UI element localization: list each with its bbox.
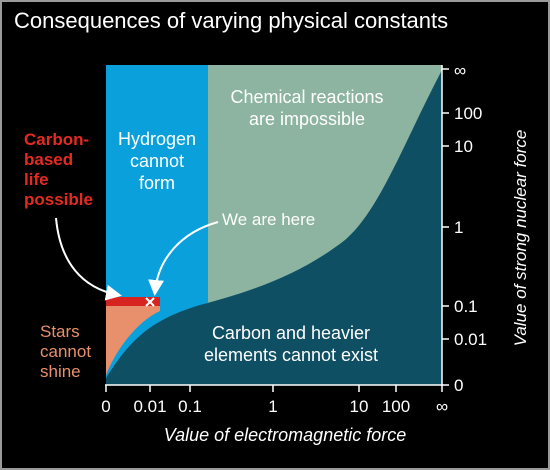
y-tick-label: 0.1 bbox=[454, 297, 478, 316]
y-tick-label: 0.01 bbox=[454, 330, 487, 349]
annotation-we-are-here: We are here bbox=[222, 210, 316, 229]
y-axis-title: Value of strong nuclear force bbox=[511, 129, 530, 347]
we-are-here-marker bbox=[145, 297, 155, 307]
x-tick-label: 100 bbox=[382, 397, 410, 416]
region-label-chemical: Chemical reactions are impossible bbox=[230, 87, 384, 129]
x-tick-label: 10 bbox=[350, 397, 369, 416]
y-axis-ticks bbox=[442, 68, 449, 386]
region-heavier-elements-cannot-exist bbox=[106, 70, 442, 385]
side-label-carbon-life: Carbon- based life possible bbox=[24, 130, 93, 209]
y-tick-label: ∞ bbox=[454, 61, 466, 80]
region-label-heavier-elements: Carbon and heavier elements cannot exist bbox=[203, 323, 379, 365]
x-tick-label: 0 bbox=[101, 397, 110, 416]
y-tick-label: 100 bbox=[454, 104, 482, 123]
x-axis-title: Value of electromagnetic force bbox=[163, 425, 407, 445]
x-tick-label: ∞ bbox=[436, 397, 448, 416]
carbon-life-arrow bbox=[55, 217, 122, 301]
x-tick-label: 0.01 bbox=[133, 397, 166, 416]
region-label-hydrogen: Hydrogen cannot form bbox=[117, 129, 197, 193]
y-tick-label: 10 bbox=[454, 137, 473, 156]
side-label-stars: Stars cannot shine bbox=[40, 322, 92, 381]
y-tick-label: 0 bbox=[454, 376, 463, 395]
x-axis-ticks bbox=[105, 385, 443, 392]
region-carbon-life-possible bbox=[106, 297, 160, 306]
x-tick-label: 0.1 bbox=[178, 397, 202, 416]
x-tick-labels: 0 0.01 0.1 1 10 100 ∞ bbox=[101, 397, 448, 416]
y-tick-labels: ∞ 100 10 1 0.1 0.01 0 bbox=[454, 61, 487, 395]
x-tick-label: 1 bbox=[268, 397, 277, 416]
region-stars-cannot-shine bbox=[106, 306, 160, 375]
we-are-here-arrow bbox=[148, 221, 219, 296]
y-tick-label: 1 bbox=[454, 218, 463, 237]
chart-title: Consequences of varying physical constan… bbox=[14, 8, 449, 33]
